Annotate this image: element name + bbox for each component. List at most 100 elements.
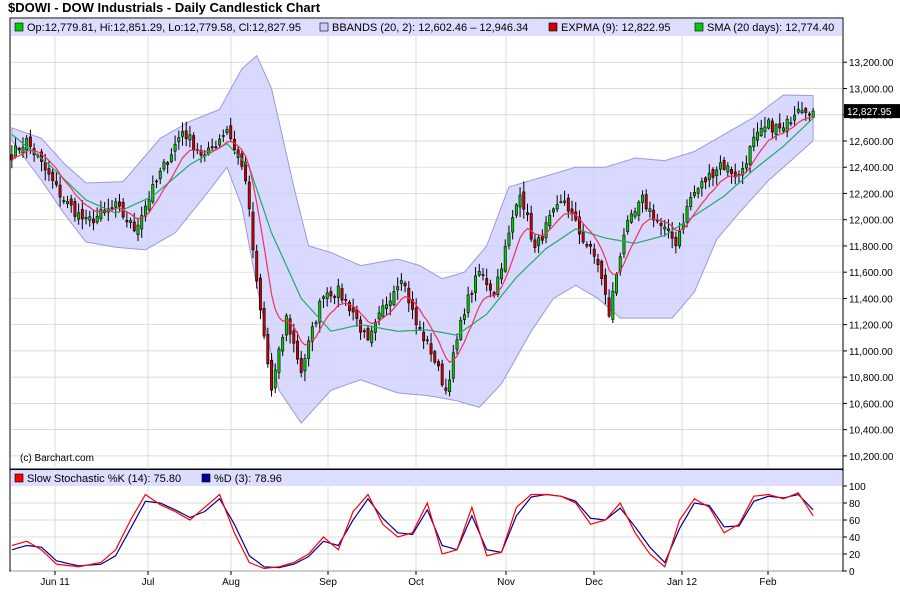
- stoch-tick-label: 100: [849, 482, 866, 493]
- legend-bar: [11, 19, 842, 36]
- candle-body: [192, 135, 196, 150]
- candle: [62, 196, 66, 205]
- candle: [511, 210, 515, 240]
- candle-body: [218, 138, 222, 146]
- candle: [322, 295, 325, 309]
- candle: [474, 267, 478, 302]
- stoch-d-line: [11, 493, 814, 569]
- candle: [314, 320, 318, 328]
- candle-body: [800, 110, 804, 114]
- candle-body: [347, 301, 351, 312]
- candle: [307, 336, 311, 367]
- date-tick-label: Dec: [585, 577, 603, 588]
- candle-body: [158, 170, 162, 180]
- legend-stoch-k-text: Slow Stochastic %K (14): 75.80: [27, 473, 181, 485]
- candle-body: [25, 137, 29, 151]
- price-tick-label: 10,600.00: [849, 399, 894, 410]
- price-tick-label: 13,200.00: [849, 58, 894, 69]
- candle-body: [136, 224, 140, 236]
- legend-ohlc-text: Op:12,779.81, Hi:12,851.29, Lo:12,779.58…: [27, 22, 301, 34]
- stoch-tick-label: 20: [849, 550, 861, 561]
- candle-body: [674, 236, 678, 246]
- candle: [318, 298, 322, 333]
- candle-body: [117, 201, 121, 207]
- candle: [303, 353, 307, 382]
- price-tick-label: 10,800.00: [849, 373, 894, 384]
- candle-body: [66, 200, 69, 204]
- date-tick-label: Feb: [759, 577, 777, 588]
- candle: [155, 179, 158, 189]
- candle: [615, 272, 618, 296]
- candle: [652, 204, 656, 228]
- candle: [596, 253, 600, 273]
- candle: [199, 144, 203, 163]
- candle-body: [221, 135, 225, 137]
- candle: [88, 210, 92, 227]
- candle-body: [414, 307, 418, 326]
- candle-body: [466, 294, 470, 313]
- candle: [692, 185, 696, 199]
- candle: [789, 116, 793, 127]
- candle-body: [429, 343, 433, 355]
- candle: [455, 333, 459, 355]
- candle-body: [181, 131, 184, 137]
- candle: [229, 117, 233, 143]
- candle-body: [470, 293, 474, 295]
- candle-body: [474, 275, 478, 293]
- candle: [770, 118, 774, 139]
- candle-body: [589, 243, 593, 247]
- candle-body: [607, 297, 611, 317]
- candle-body: [566, 197, 570, 212]
- candle-body: [722, 160, 726, 170]
- candle: [488, 279, 492, 298]
- chart-title: $DOWI - DOW Industrials - Daily Candlest…: [8, 0, 321, 15]
- legend-bbands: BBANDS (20, 2): 12,602.46 – 12,946.34: [319, 22, 528, 34]
- candle: [429, 333, 433, 362]
- last-price-tag: 12,827.95: [844, 104, 900, 119]
- candle-body: [140, 215, 144, 230]
- legend-bbands-swatch: [319, 22, 329, 32]
- candle-body: [318, 300, 322, 323]
- candle: [744, 155, 748, 174]
- price-tick-label: 12,400.00: [849, 163, 894, 174]
- candle: [117, 194, 121, 213]
- candle-body: [173, 143, 177, 152]
- sma-line: [11, 117, 814, 336]
- candle: [633, 207, 637, 219]
- candle: [225, 125, 229, 136]
- candle-body: [444, 387, 448, 391]
- candle-body: [756, 131, 759, 141]
- candle: [347, 300, 351, 317]
- candle: [589, 240, 593, 255]
- candle-body: [603, 274, 607, 295]
- candle-body: [199, 150, 203, 156]
- candle-body: [793, 114, 797, 121]
- candle: [329, 286, 333, 303]
- candle: [500, 262, 503, 284]
- candle-body: [692, 192, 696, 196]
- candle-body: [99, 209, 103, 220]
- candle: [811, 107, 815, 118]
- candle: [507, 225, 511, 250]
- date-tick-label: Sep: [319, 577, 337, 588]
- candle: [136, 217, 140, 242]
- candle-body: [129, 220, 133, 223]
- candle-body: [51, 171, 55, 181]
- candle-body: [43, 161, 47, 171]
- candle: [214, 140, 218, 150]
- candle-body: [273, 369, 277, 389]
- date-tick-label: Jun 11: [40, 577, 70, 588]
- candle: [577, 210, 581, 244]
- candle: [299, 350, 303, 378]
- candle: [210, 138, 214, 151]
- candle-body: [767, 119, 771, 129]
- candle: [644, 189, 648, 212]
- candle-body: [733, 171, 737, 178]
- candle-body: [370, 330, 374, 344]
- candle-body: [244, 162, 248, 182]
- candle: [51, 168, 55, 189]
- candle-body: [125, 220, 129, 223]
- candle-body: [600, 260, 604, 279]
- candle-body: [667, 228, 670, 231]
- candle: [17, 146, 21, 154]
